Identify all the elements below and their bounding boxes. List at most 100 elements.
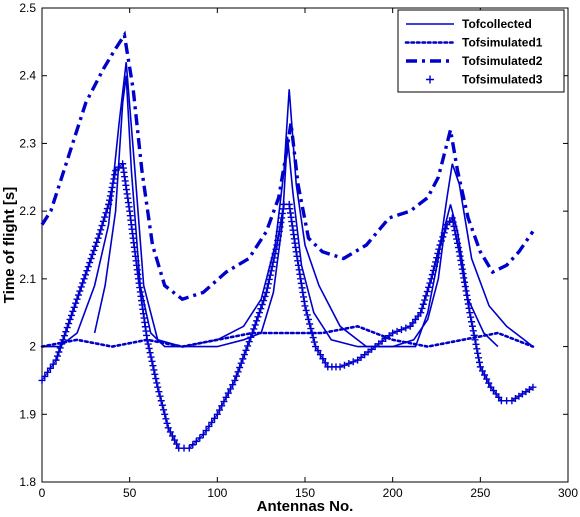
series-marker [435,245,443,253]
legend-label: Tofsimulated3 [462,73,543,87]
series-marker [449,218,457,226]
y-tick-label: 2.5 [19,1,36,15]
series-marker [79,279,87,287]
series-marker [349,358,357,366]
series-marker [255,309,263,317]
series-marker [345,360,353,367]
series-marker [95,230,103,238]
series-marker [213,410,221,418]
series-marker [88,250,96,258]
series-marker [483,375,491,383]
series-marker [461,283,469,291]
series-marker [518,390,526,398]
series-marker [272,245,280,253]
series-marker [432,258,440,266]
legend-swatch [426,75,434,84]
series-marker [240,351,248,359]
x-tick-label: 150 [295,486,315,500]
series-marker [476,363,484,371]
series-marker [455,248,463,256]
series-line [40,30,535,302]
series-marker [529,383,537,391]
series-tofsimulated1 [40,324,535,348]
series-marker [151,370,159,378]
series-marker [459,270,467,278]
series-marker [156,392,164,400]
series-marker [278,209,286,217]
series-marker [53,352,61,360]
series-marker [423,288,431,296]
series-marker [454,239,462,247]
series-marker [205,422,213,430]
series-marker [474,349,482,357]
series-marker [275,232,283,240]
legend-item: Tofsimulated3 [426,73,543,87]
series-marker [273,241,281,249]
series-marker [297,279,305,287]
series-marker [173,440,181,448]
series-marker [76,287,84,295]
series-marker [336,363,344,371]
series-marker [162,415,170,423]
series-marker [300,297,308,305]
ticks-layer: 0 50 100 150 200 250 300 1.8 1.9 2 2.1 2.2 2.3 2.4 2.5 [19,1,578,500]
x-tick-label: 50 [123,486,137,500]
series-marker [257,305,265,313]
series-marker [236,364,244,372]
series-marker [232,372,240,380]
series-marker [292,248,300,256]
y-tick-label: 2.1 [19,272,36,286]
series-marker [49,360,57,368]
series-marker [220,398,228,406]
series-marker [192,437,200,445]
series-marker [439,233,447,241]
series-marker [299,288,307,296]
series-marker [265,275,273,283]
series-marker [357,353,365,361]
series-marker [319,355,327,363]
series-marker [393,327,401,335]
series-marker [463,291,471,299]
series-marker [428,271,436,279]
series-marker [263,284,271,292]
series-marker [456,252,464,260]
series-tofsimulated2 [40,30,535,302]
series-marker [419,300,427,308]
series-marker [310,338,318,346]
series-marker [102,209,110,217]
series-marker [361,351,369,359]
series-tofsimulated3 [38,160,537,452]
series-marker [305,315,313,323]
series-marker [107,188,115,196]
y-axis-label: Time of flight [s] [1,187,18,303]
y-tick-label: 2 [29,340,36,354]
series-marker [153,379,161,387]
series-marker [418,304,426,312]
series-marker [448,214,456,222]
series-marker [229,381,237,389]
x-tick-label: 300 [558,486,578,500]
series-marker [258,301,266,309]
series-marker [475,354,483,362]
series-marker [277,218,285,226]
series-marker [371,343,379,351]
series-marker [471,336,479,344]
series-marker [91,242,99,250]
series-marker [276,223,284,231]
series-marker [87,255,95,263]
series-marker [60,332,68,340]
series-marker [515,392,523,400]
series-marker [467,313,475,321]
series-marker [472,340,480,348]
series-marker [397,326,405,334]
series-marker [462,287,470,295]
series-marker [115,163,123,171]
series-marker [110,175,118,183]
series-marker [466,309,474,317]
legend-item: Tofcollected [406,17,532,31]
series-marker [250,325,258,333]
series-marker [248,329,256,337]
series-marker [303,311,311,319]
series-marker [354,356,362,364]
series-marker [44,368,52,376]
